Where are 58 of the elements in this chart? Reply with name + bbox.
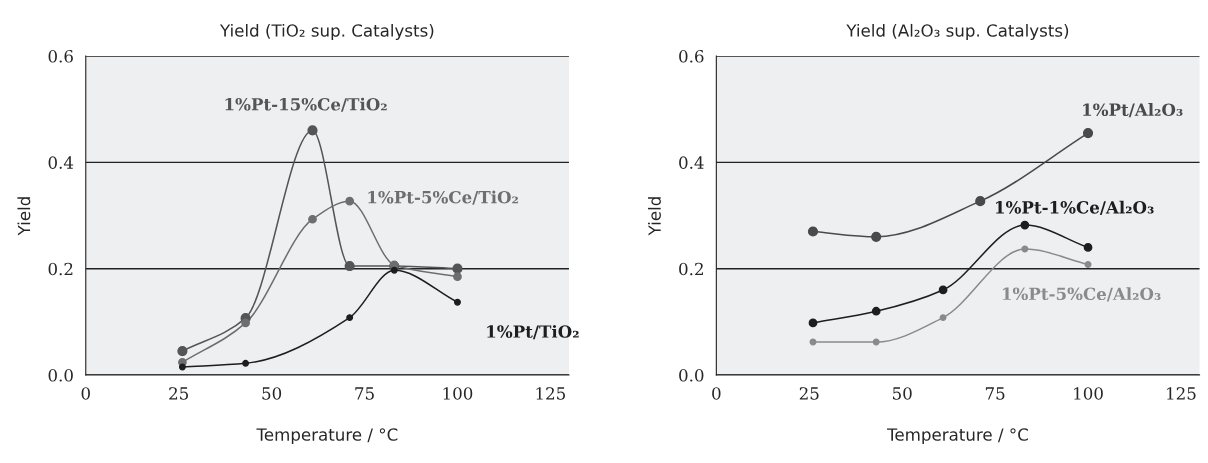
- point: [344, 260, 355, 272]
- point: [1021, 245, 1029, 253]
- point: [308, 214, 317, 224]
- point: [871, 231, 882, 242]
- point: [871, 306, 881, 316]
- point: [1083, 243, 1093, 252]
- point: [1082, 128, 1094, 139]
- x-tick-label: 100: [443, 387, 473, 400]
- y-tick-label: 0.6: [48, 49, 73, 63]
- y-tick-label: 0.4: [48, 156, 74, 169]
- point: [307, 125, 318, 136]
- point: [808, 318, 818, 328]
- x-tick-label: 0: [81, 387, 90, 400]
- y-tick-label: 0.2: [679, 262, 703, 276]
- x-tick-label: 50: [893, 387, 912, 400]
- y-axis-title: Yield: [17, 197, 31, 236]
- x-tick-label: 75: [355, 387, 374, 400]
- x-axis-title: Temperature / °C: [256, 428, 398, 445]
- point: [453, 298, 461, 306]
- point: [1020, 220, 1030, 230]
- point: [939, 314, 947, 322]
- y-tick-label: 0.4: [679, 156, 704, 169]
- x-tick-label: 100: [1074, 387, 1103, 400]
- point: [390, 266, 398, 274]
- x-tick-label: 75: [985, 387, 1005, 400]
- point: [1084, 260, 1092, 268]
- y-tick-label: 0.2: [48, 262, 73, 276]
- y-axis-title: Yield: [648, 197, 661, 236]
- point: [975, 196, 986, 207]
- series-label: 1%Pt-5%Ce/TiO₂: [368, 190, 518, 205]
- series-label: 1%Pt-1%Ce/Al₂O₃: [996, 200, 1154, 215]
- point: [938, 285, 948, 295]
- point: [345, 196, 355, 206]
- point: [242, 359, 250, 367]
- text: 1%Pt/TiO₂: [487, 324, 579, 340]
- point: [872, 338, 880, 346]
- x-tick-label: 25: [799, 387, 819, 400]
- x-tick-label: 125: [1167, 387, 1196, 400]
- point: [346, 314, 354, 322]
- x-tick-label: 50: [262, 387, 282, 400]
- x-tick-label: 25: [169, 387, 189, 400]
- y-tick-label: 0.0: [48, 368, 73, 382]
- chart-title: Yield (TiO₂ sup. Catalysts): [219, 23, 434, 41]
- series-label: 1%Pt/Al₂O₃: [1083, 103, 1183, 118]
- series-label: 1%Pt-15%Ce/TiO₂: [225, 97, 387, 112]
- y-tick-label: 0.0: [679, 368, 704, 382]
- point: [241, 318, 250, 328]
- point: [809, 338, 817, 346]
- chart-title: Yield (Al₂O₃ sup. Catalysts): [846, 23, 1069, 41]
- point: [178, 363, 186, 371]
- point: [453, 272, 462, 282]
- point: [807, 226, 819, 237]
- series-label: 1%Pt-5%Ce/Al₂O₃: [1002, 287, 1161, 302]
- x-tick-label: 0: [712, 387, 721, 400]
- point: [177, 346, 188, 357]
- y-tick-label: 0.6: [679, 49, 704, 63]
- x-axis-title: Temperature / °C: [887, 428, 1028, 445]
- x-tick-label: 125: [536, 387, 565, 400]
